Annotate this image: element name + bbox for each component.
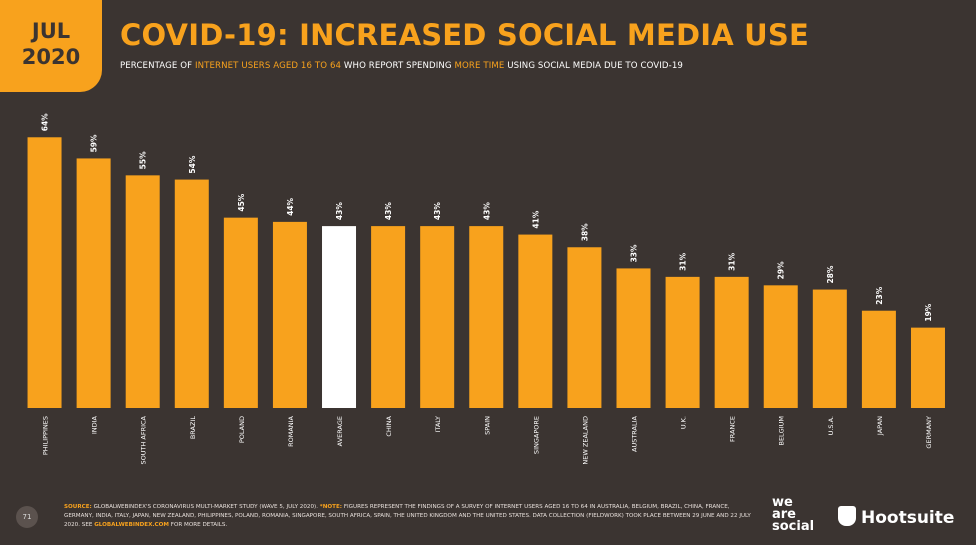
value-label: 43% xyxy=(384,202,393,220)
value-label: 29% xyxy=(777,261,786,279)
x-tick-label: ROMANIA xyxy=(287,415,295,446)
subtitle-part: WHO REPORT SPENDING xyxy=(341,61,455,71)
subtitle-part: MORE TIME xyxy=(454,61,505,71)
date-badge: JUL 2020 xyxy=(0,0,102,92)
hootsuite-logo: Hootsuite xyxy=(838,506,954,528)
bar xyxy=(174,179,209,408)
value-label: 54% xyxy=(188,155,197,173)
x-tick-label: JAPAN xyxy=(876,416,884,436)
bar xyxy=(272,221,307,408)
subtitle-part: USING SOCIAL MEDIA DUE TO COVID-19 xyxy=(504,61,683,71)
bar xyxy=(616,268,651,408)
value-label: 28% xyxy=(826,265,835,283)
x-tick-label: BELGIUM xyxy=(778,416,786,446)
page-number: 71 xyxy=(16,506,38,528)
note-label: *NOTE: xyxy=(319,504,343,510)
note-text: FIGURES REPRESENT THE FINDINGS OF A SURV… xyxy=(64,504,751,528)
x-tick-label: SINGAPORE xyxy=(532,416,540,454)
value-label: 19% xyxy=(924,303,933,321)
x-tick-label: AUSTRALIA xyxy=(631,415,639,452)
value-label: 33% xyxy=(630,244,639,262)
x-tick-label: CHINA xyxy=(385,415,393,436)
value-label: 41% xyxy=(531,210,540,228)
x-tick-label: BRAZIL xyxy=(189,416,197,440)
value-label: 64% xyxy=(41,113,50,131)
value-label: 44% xyxy=(286,197,295,215)
value-label: 38% xyxy=(580,223,589,241)
x-tick-label: U.S.A. xyxy=(827,416,835,435)
x-tick-label: AVERAGE xyxy=(336,416,344,446)
bar xyxy=(763,285,798,408)
bar xyxy=(665,276,700,408)
value-label: 31% xyxy=(728,252,737,270)
note-tail: FOR MORE DETAILS. xyxy=(170,522,228,528)
bar xyxy=(910,327,945,408)
value-label: 31% xyxy=(679,252,688,270)
subtitle-part: INTERNET USERS AGED 16 TO 64 xyxy=(194,61,342,71)
source-note: SOURCE: GLOBALWEBINDEX'S CORONAVIRUS MUL… xyxy=(64,503,754,530)
logo-line: are xyxy=(772,507,797,522)
bar xyxy=(518,234,553,408)
badge-month: JUL xyxy=(31,19,71,43)
bar xyxy=(322,226,357,408)
chart-subtitle: PERCENTAGE OF INTERNET USERS AGED 16 TO … xyxy=(120,61,683,71)
bar xyxy=(469,226,504,408)
x-tick-label: POLAND xyxy=(238,416,246,443)
bar xyxy=(76,158,111,408)
value-label: 59% xyxy=(90,134,99,152)
source-label: SOURCE: xyxy=(64,504,92,510)
bar xyxy=(420,226,455,408)
value-label: 23% xyxy=(875,286,884,304)
bar xyxy=(567,247,602,408)
x-tick-label: SPAIN xyxy=(483,416,491,435)
source-link: GLOBALWEBINDEX.COM xyxy=(94,522,169,528)
x-tick-label: INDIA xyxy=(91,415,99,434)
value-label: 43% xyxy=(433,202,442,220)
source-text: GLOBALWEBINDEX'S CORONAVIRUS MULTI-MARKE… xyxy=(93,504,318,510)
bar xyxy=(27,137,62,408)
bar xyxy=(223,217,258,408)
x-tick-label: U.K. xyxy=(680,416,688,429)
x-tick-label: ITALY xyxy=(434,416,442,433)
we-are-social-logo: we are social xyxy=(772,495,815,534)
bar xyxy=(371,226,406,408)
logo-line: social xyxy=(772,519,815,534)
logo-line: we xyxy=(772,495,793,510)
hootsuite-text: Hootsuite xyxy=(861,508,955,528)
subtitle-part: PERCENTAGE OF xyxy=(120,61,195,71)
value-label: 55% xyxy=(139,151,148,169)
bar xyxy=(861,310,896,408)
hootsuite-icon xyxy=(838,506,856,526)
value-label: 43% xyxy=(482,202,491,220)
x-tick-label: GERMANY xyxy=(925,416,933,449)
x-tick-label: FRANCE xyxy=(729,416,737,442)
x-tick-label: NEW ZEALAND xyxy=(581,416,589,465)
x-tick-label: PHILIPPINES xyxy=(42,416,50,455)
bar xyxy=(714,276,749,408)
badge-year: 2020 xyxy=(21,45,81,69)
value-label: 43% xyxy=(335,202,344,220)
bar xyxy=(125,175,160,408)
chart-title: COVID-19: INCREASED SOCIAL MEDIA USE xyxy=(120,18,810,52)
x-tick-label: SOUTH AFRICA xyxy=(140,415,148,464)
bar xyxy=(812,289,847,408)
value-label: 45% xyxy=(237,193,246,211)
